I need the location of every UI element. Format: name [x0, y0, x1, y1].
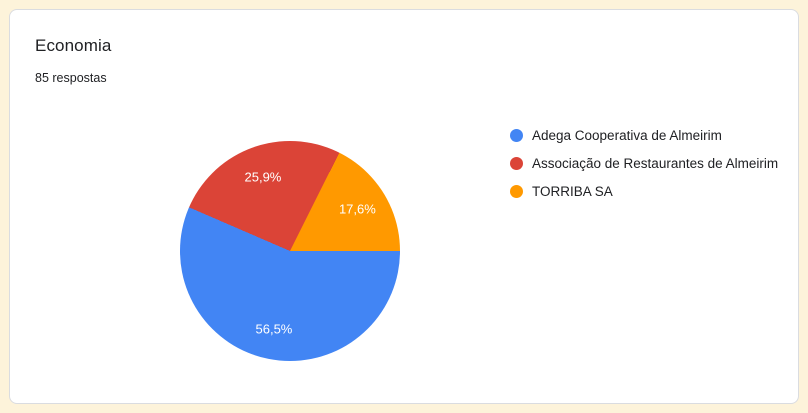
legend-dot — [510, 129, 523, 142]
legend-item: TORRIBA SA — [510, 182, 798, 201]
question-title: Economia — [35, 36, 112, 55]
legend-item: Adega Cooperativa de Almeirim — [510, 126, 798, 145]
legend-dot — [510, 157, 523, 170]
summary-card: Economia 85 respostas 56,5% 25,9% 17,6% Ad… — [9, 9, 799, 404]
pie-slice-label: 25,9% — [244, 169, 282, 185]
chart-legend: Adega Cooperativa de Almeirim Associação… — [510, 126, 798, 210]
pie-chart[interactable]: 56,5% 25,9% 17,6% — [180, 141, 400, 361]
responses-count: 85 respostas — [35, 71, 107, 85]
legend-label: Adega Cooperativa de Almeirim — [532, 128, 722, 143]
pie-slice-label: 17,6% — [338, 201, 376, 217]
pie-slice-label: 56,5% — [255, 321, 293, 337]
legend-item: Associação de Restaurantes de Almeirim — [510, 154, 798, 173]
legend-dot — [510, 185, 523, 198]
legend-label: Associação de Restaurantes de Almeirim — [532, 156, 779, 171]
legend-label: TORRIBA SA — [532, 184, 613, 199]
